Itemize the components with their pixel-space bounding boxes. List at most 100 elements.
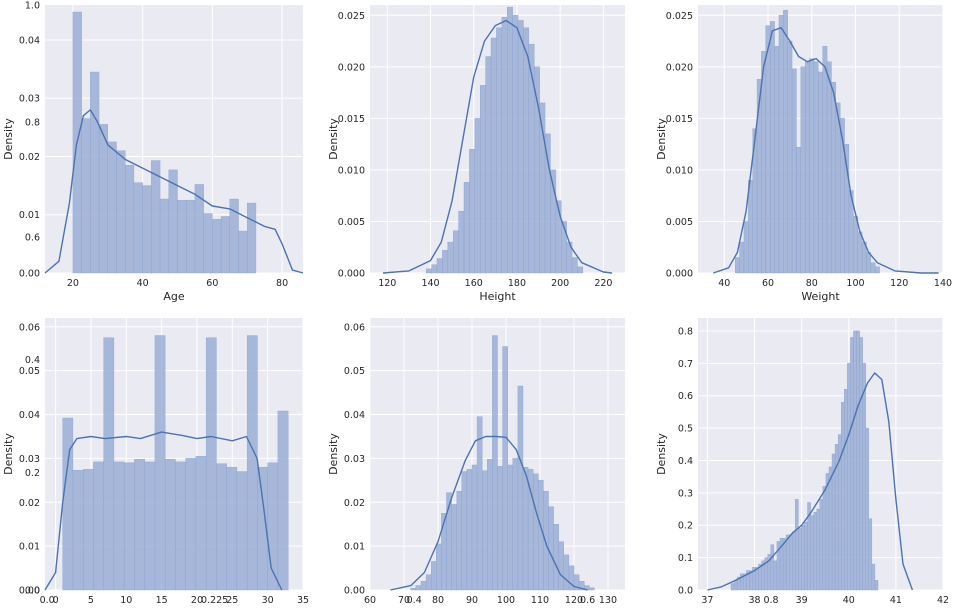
histogram-bar [415, 585, 422, 591]
histogram-bar [502, 346, 508, 591]
kde-line [713, 27, 939, 274]
x-tick-label: 60 [762, 278, 774, 289]
y-axis-label: Density [2, 118, 15, 160]
histogram-bar [561, 221, 567, 274]
histogram-bar [82, 469, 94, 591]
histogram-bar [859, 337, 863, 591]
kde-line [707, 372, 914, 591]
x-tick-label: 0.4 [407, 595, 422, 606]
x-axis-label: Age [163, 290, 185, 303]
x-tick-label: 120 [890, 278, 908, 289]
x-tick-label: 140 [421, 278, 439, 289]
histogram-bar [238, 230, 248, 274]
y-axis-label: Density [2, 433, 15, 475]
histogram-bar [533, 473, 539, 591]
histogram-bar [93, 461, 104, 591]
y-axis-label: Density [327, 118, 340, 160]
histogram-bar [795, 499, 799, 591]
histogram-bar [774, 46, 780, 274]
x-tick-label: 30 [262, 595, 274, 606]
histogram-bar [431, 264, 438, 274]
histogram-bar [773, 560, 778, 591]
x-tick-label: 0.8 [763, 595, 778, 606]
x-tick-label: 200 [551, 278, 569, 289]
histogram-bar [831, 82, 837, 274]
histogram-bar [205, 337, 217, 591]
histogram-bar [113, 461, 125, 591]
histogram-bar [804, 61, 810, 274]
histogram-bar [487, 459, 493, 591]
x-tick-label: 41 [890, 595, 902, 606]
y-tick-label: 0.04 [19, 410, 40, 421]
histogram-bar [476, 416, 483, 591]
histogram-bar [247, 202, 257, 274]
subplot-2: 120 140 160 180 200 220 0.000 0.005 0.010 0.015 0.… [327, 5, 625, 303]
y-tick-label: 0.04 [19, 35, 40, 46]
x-tick-label: 35 [297, 595, 309, 606]
x-tick-label: 40 [137, 278, 149, 289]
histogram-bar [755, 567, 759, 591]
histogram-bar [471, 464, 478, 591]
histogram-bar [874, 580, 879, 591]
x-tick-label: 20 [191, 595, 203, 606]
x-tick-label: 40 [718, 278, 730, 289]
histogram-bar [865, 427, 869, 591]
x-axis-label: Height [479, 290, 516, 303]
y-tick-label: 0.1 [678, 553, 693, 564]
y-tick-label: 0.03 [344, 454, 365, 465]
histogram-bar [485, 56, 492, 274]
histogram-bar [186, 199, 196, 274]
y-tick-label: 1.0 [25, 1, 40, 12]
histogram-bar [133, 182, 143, 274]
y-tick-label: 0.04 [344, 410, 365, 421]
histogram-bar [436, 258, 443, 274]
x-tick-label: 5 [88, 595, 94, 606]
y-tick-label: 0.015 [666, 114, 693, 125]
histogram-bar [788, 534, 793, 591]
histogram-bar [492, 335, 498, 591]
x-tick-label: 130 [599, 595, 617, 606]
y-tick-label: 0.02 [19, 152, 40, 163]
y-tick-label: 0.00 [19, 586, 40, 597]
histogram-bar [828, 466, 833, 591]
histogram-bar [246, 335, 258, 591]
y-tick-label: 0.025 [338, 11, 365, 22]
histogram-bar [123, 462, 135, 591]
histogram-bar [185, 458, 197, 591]
x-axis-label: Weight [801, 290, 840, 303]
histogram-bar [589, 587, 595, 591]
histogram-bar [730, 583, 735, 591]
y-tick-label: 0.01 [344, 542, 365, 553]
histogram-bar [469, 149, 476, 274]
histogram-bar [856, 330, 860, 591]
histogram-bar [800, 66, 806, 274]
histogram-bar [798, 528, 802, 591]
histogram-bar [501, 17, 508, 274]
histogram-bar [507, 464, 514, 591]
y-tick-label: 0.000 [338, 269, 365, 280]
y-tick-label: 0.020 [338, 62, 365, 73]
histogram-bar [212, 219, 222, 274]
histogram-bar [451, 504, 457, 591]
histogram-bar [874, 266, 880, 274]
histogram-bar [743, 221, 749, 274]
histogram-bar [90, 71, 100, 274]
histogram-bar [818, 71, 823, 274]
histogram-bar [796, 147, 802, 274]
histogram-bar [847, 363, 851, 591]
histogram-bar [870, 262, 876, 274]
y-tick-label: 0.010 [338, 165, 365, 176]
histogram-bar [458, 210, 465, 274]
y-tick-label: 0.0 [25, 586, 40, 597]
histogram-bar [819, 499, 824, 591]
y-tick-label: 0.05 [19, 366, 40, 377]
subplot-6: 37 38 39 40 41 42 0.8 0.0 0.1 0.2 0.3 0.4 0.5 0.6 0.7 0… [655, 318, 949, 606]
histogram-bar [134, 459, 145, 591]
x-tick-label: 0.6 [580, 595, 595, 606]
histogram-bar [734, 257, 740, 274]
y-tick-label: 0.06 [19, 322, 40, 333]
histogram-bar [835, 102, 841, 274]
x-tick-label: 70 [398, 595, 410, 606]
histogram-bar [544, 133, 551, 274]
x-tick-label: 0 [53, 595, 59, 606]
